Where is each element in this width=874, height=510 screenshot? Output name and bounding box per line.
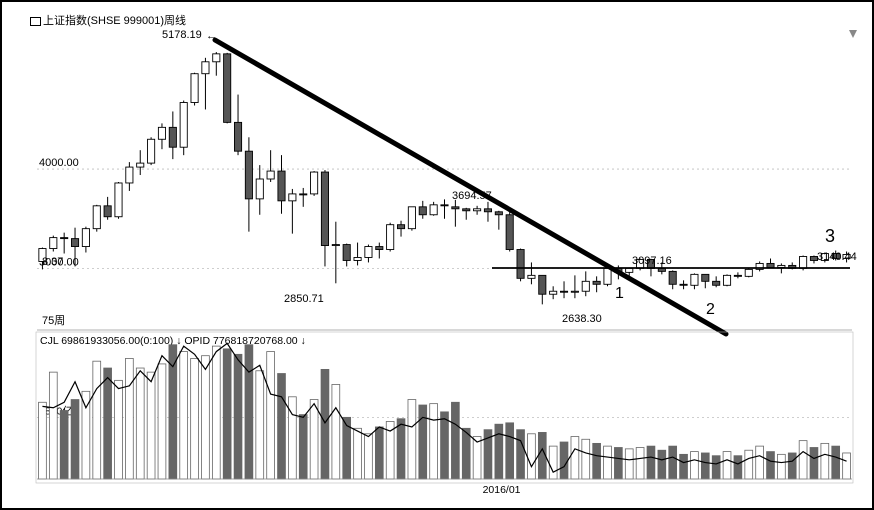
- chart-svg: 3000.004000.005178.19←8.372850.713694.57…: [12, 12, 866, 502]
- svg-text:1: 1: [615, 285, 624, 302]
- svg-text:2016/01: 2016/01: [483, 484, 521, 496]
- svg-text:2638.30: 2638.30: [562, 313, 602, 325]
- svg-text:75周: 75周: [42, 314, 65, 327]
- svg-text:3694.57: 3694.57: [452, 190, 492, 202]
- svg-text:←: ←: [206, 30, 217, 42]
- svg-text:4000.00: 4000.00: [39, 157, 79, 169]
- svg-text:2: 2: [706, 301, 715, 318]
- svg-text:3: 3: [825, 226, 835, 246]
- chart-container: 上证指数(SHSE 999001)周线 3000.004000.005178.1…: [0, 0, 874, 510]
- svg-text:3097.16: 3097.16: [632, 255, 672, 267]
- svg-text:8.37: 8.37: [42, 256, 63, 268]
- svg-text:2850.71: 2850.71: [284, 293, 324, 305]
- svg-text:3140.44: 3140.44: [817, 251, 857, 263]
- svg-text:5178.19: 5178.19: [162, 29, 202, 41]
